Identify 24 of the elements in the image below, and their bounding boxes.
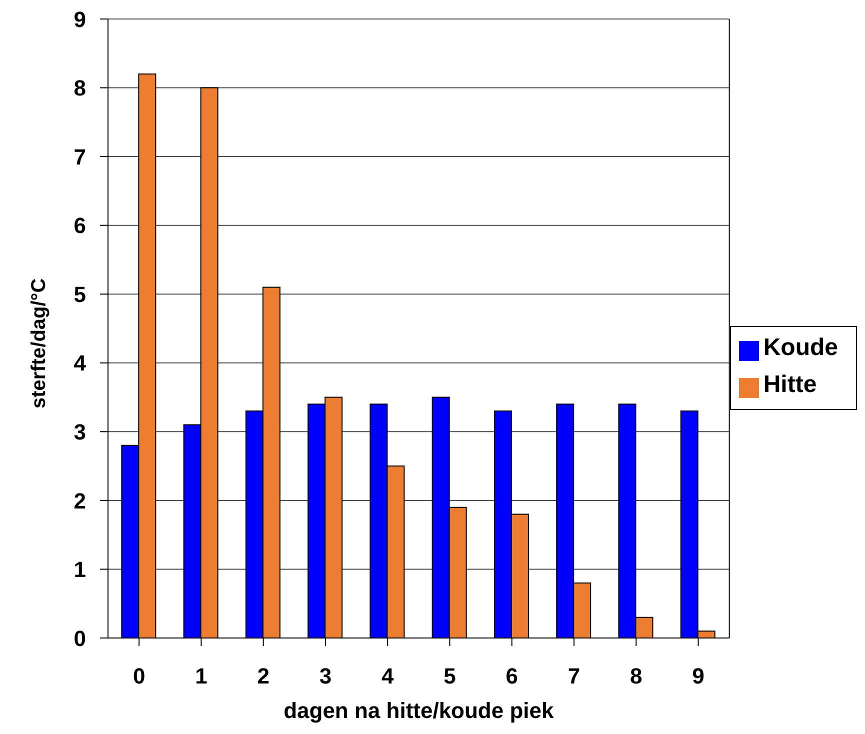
y-tick-label: 1	[74, 557, 86, 582]
y-tick-label: 7	[74, 144, 86, 170]
legend-label: Hitte	[763, 371, 817, 398]
y-tick-label: 5	[74, 282, 86, 307]
y-tick-label: 6	[74, 213, 86, 238]
y-tick-label: 0	[74, 626, 86, 651]
y-tick-label: 4	[74, 350, 87, 376]
x-tick-label: 4	[381, 664, 394, 689]
x-tick-label: 5	[444, 664, 456, 689]
y-tick-label: 3	[74, 419, 86, 444]
x-tick-label: 7	[568, 664, 580, 689]
y-axis-title: sterfte/dag/°C	[28, 278, 50, 408]
x-tick-label: 3	[319, 664, 332, 689]
x-tick-label: 8	[630, 664, 642, 689]
legend-label: Koude	[763, 334, 838, 361]
x-tick-label: 6	[506, 664, 518, 689]
x-tick-label: 0	[132, 664, 146, 689]
y-tick-label: 2	[74, 488, 86, 514]
x-tick-label: 1	[195, 664, 208, 689]
x-tick-label: 2	[257, 664, 270, 689]
y-tick-label: 9	[74, 6, 86, 32]
x-tick-label: 9	[692, 664, 704, 689]
x-axis-title: dagen na hitte/koude piek	[284, 698, 555, 723]
y-tick-label: 8	[74, 76, 86, 101]
